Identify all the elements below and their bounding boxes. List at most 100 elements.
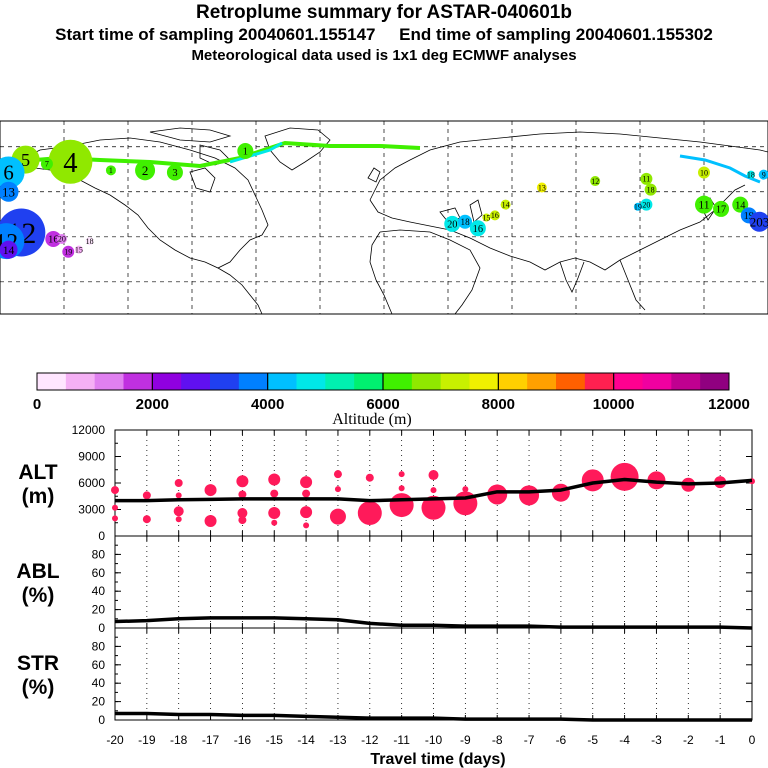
plume-marker-label: 19 [634,203,642,212]
plume-marker-label: 16 [48,235,58,246]
y-tick-label: 80 [92,547,106,561]
plume-marker-label: 20 [58,235,66,244]
alt-point-30 [389,493,414,518]
colorbar-swatch [584,373,615,390]
time-series-panels: 030006000900012000ALT(m)020406080ABL(%)0… [16,423,755,747]
x-tick-label: -2 [683,733,694,747]
x-tick-label: -19 [138,733,156,747]
plume-marker-1 [48,139,93,184]
colorbar-swatch [267,373,297,390]
plume-marker-label: 19 [744,211,754,222]
world-map: 5467123112121314162015181920181614161513… [0,120,768,315]
plume-marker-2 [0,156,25,189]
alt-label: ALT [18,461,57,484]
x-tick-label: -3 [651,733,662,747]
alt-point-33 [421,495,446,520]
plume-marker-label: 14 [502,200,510,209]
plume-marker-label: 1 [109,166,113,175]
str-unit: (%) [22,676,55,699]
x-tick-label: -11 [393,733,410,747]
alt-point-5 [174,479,183,487]
plume-marker-7 [105,165,116,176]
plume-marker-label: 203 [750,214,768,229]
alt-point-38 [519,485,540,506]
plume-marker-30 [695,195,713,214]
plume-marker-label: 20 [642,200,650,209]
alt-point-27 [357,501,382,526]
plume-marker-32 [732,196,749,213]
colorbar-swatch [37,373,67,390]
x-tick-label: -6 [556,733,567,747]
colorbar-swatch [238,373,269,390]
abl-line [114,616,753,630]
colorbar-tick-label: 2000 [136,396,169,413]
plume-marker-20 [500,199,511,210]
colorbar-swatch [556,373,586,390]
alt-point-37 [487,484,508,505]
alt-point-3 [142,491,151,500]
x-tick-label: -10 [425,733,443,747]
plume-marker-15 [85,237,94,246]
plume-marker-35 [758,169,768,180]
colorbar-tick-label: 8000 [482,396,515,413]
colorbar-swatch [383,373,413,390]
alt-point-42 [647,471,666,490]
plume-marker-23 [536,182,547,193]
plume-marker-label: 16 [491,211,499,220]
alt-point-8 [175,516,182,523]
met-data-note: Meteorological data used is 1x1 deg ECMW… [191,47,577,64]
alt-point-2 [112,515,118,522]
plume-marker-22 [482,213,491,222]
plume-marker-6 [166,164,183,181]
colorbar-swatch [354,373,384,390]
y-tick-label: 40 [92,676,106,690]
x-tick-label: -14 [297,733,315,747]
plume-marker-label: 20 [447,220,457,231]
x-tick-label: -5 [587,733,598,747]
colorbar-swatch [65,373,96,390]
alt-point-19 [300,476,313,489]
y-tick-label: 3000 [78,503,105,517]
colorbar-swatch [123,373,153,390]
alt-point-23 [333,470,342,479]
plume-marker-13 [56,233,67,244]
plume-marker-label: 5 [21,150,30,170]
alt-point-0 [111,486,119,495]
plume-marker-label: 13 [538,183,546,192]
plume-marker-label: 15 [75,245,83,254]
colorbar-swatch [411,373,442,390]
alt-point-34 [462,486,469,493]
y-tick-label: 0 [98,529,105,543]
plume-marker-18 [458,214,473,229]
plume-marker-26 [644,183,657,196]
plume-marker-31 [713,200,730,217]
alt-point-7 [173,506,184,517]
x-tick-label: -12 [361,733,379,747]
alt-point-21 [300,506,313,519]
y-tick-label: 60 [92,658,106,672]
y-tick-label: 9000 [78,450,105,464]
plume-marker-label: 11 [643,175,651,184]
colorbar-tick-label: 10000 [593,396,635,413]
y-tick-label: 40 [92,584,106,598]
y-tick-label: 6000 [78,476,105,490]
alt-point-11 [236,475,249,488]
colorbar-swatch [325,373,355,390]
plume-marker-19 [469,220,486,237]
plume-markers: 5467123112121314162015181920181614161513… [0,139,768,260]
alt-point-32 [430,487,437,494]
plume-marker-label: 7 [45,160,49,169]
plume-marker-label: 18 [747,170,755,179]
alt-point-22 [303,522,310,529]
alt-point-6 [175,492,182,499]
y-tick-label: 0 [98,713,105,727]
colorbar-swatch [527,373,557,390]
colorbar-swatch [152,373,182,390]
alt-point-17 [268,507,281,520]
alt-point-25 [329,508,346,525]
alt-unit: (m) [22,485,55,508]
plume-marker-label: 3 [172,168,177,179]
plume-marker-label: 18 [86,237,94,246]
plume-marker-label: 11 [698,199,709,212]
